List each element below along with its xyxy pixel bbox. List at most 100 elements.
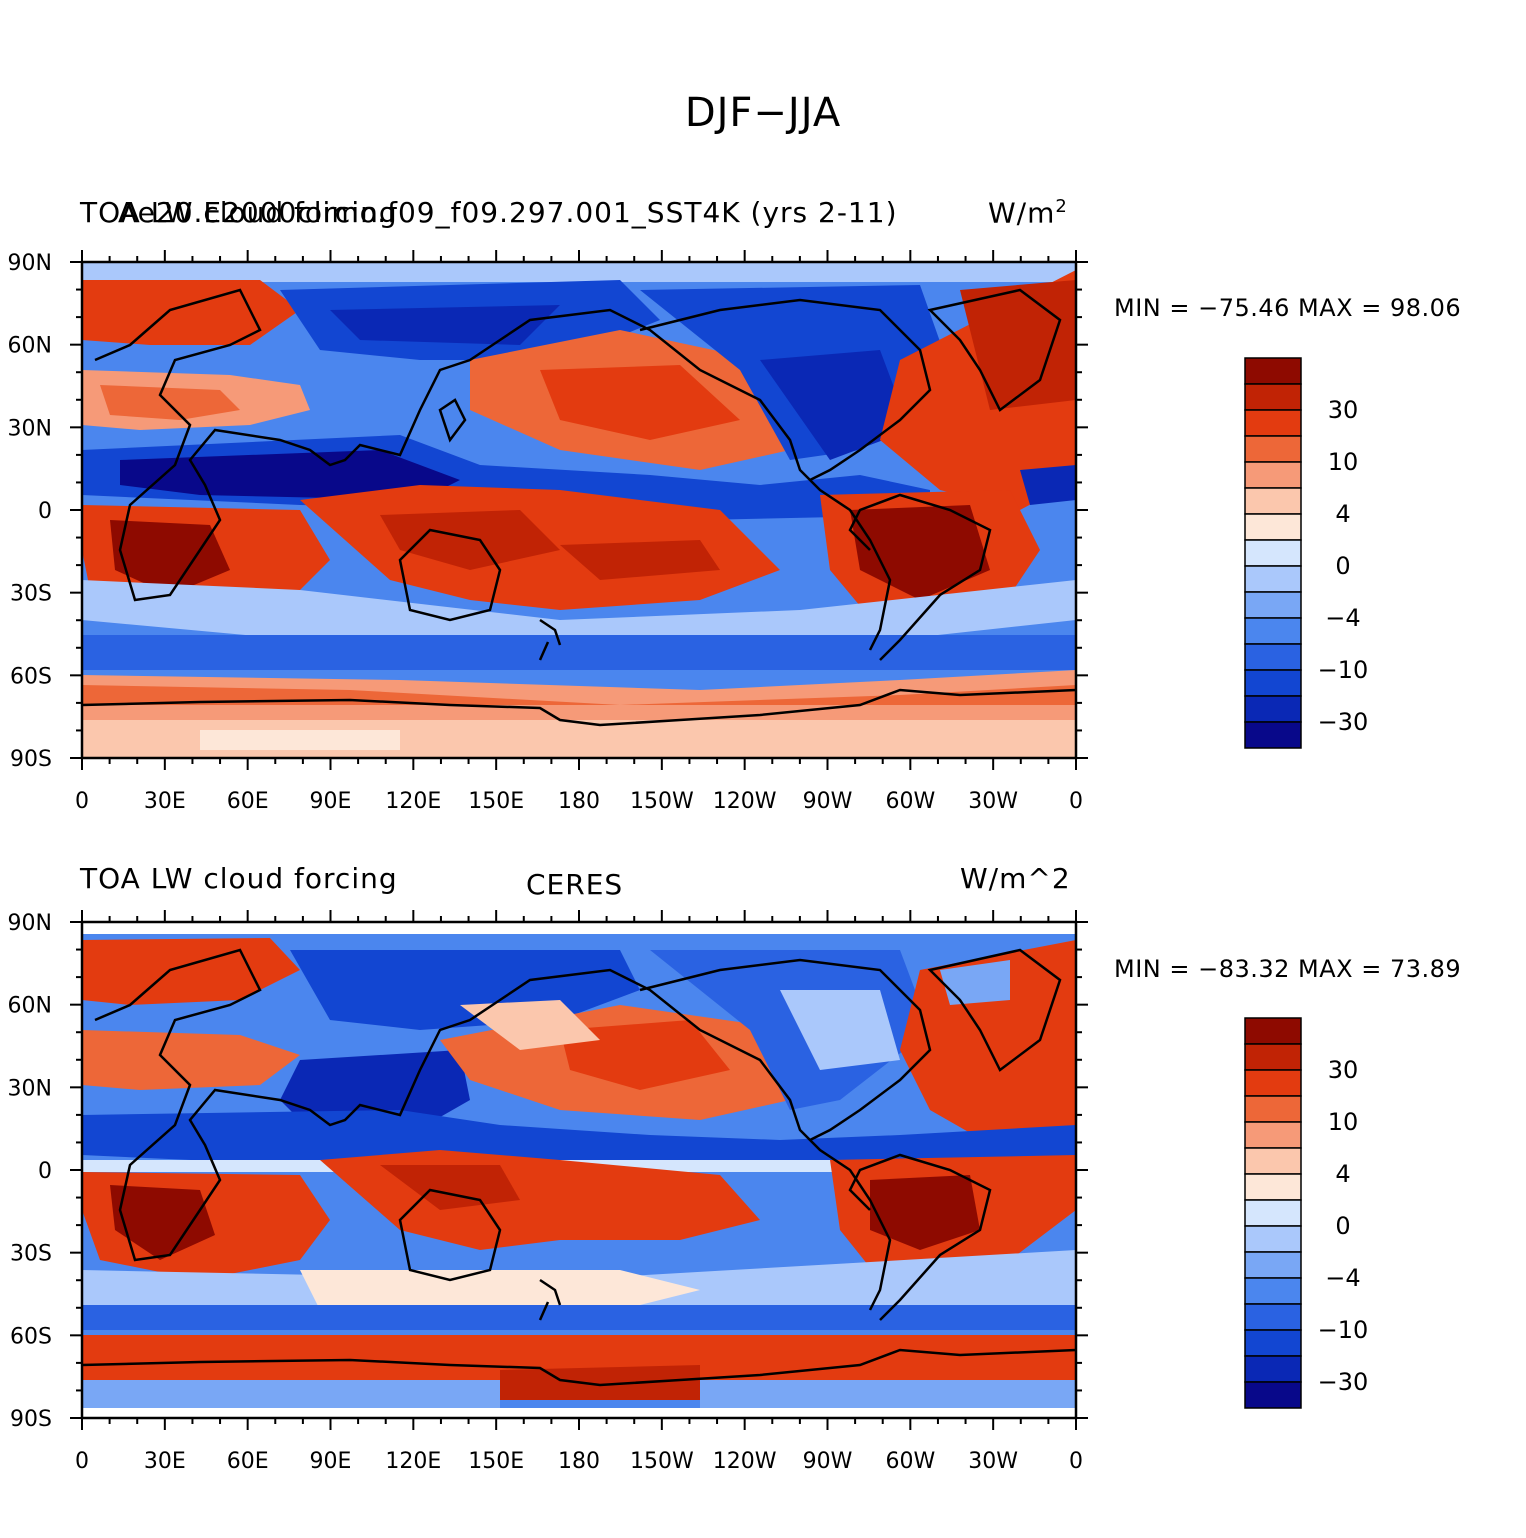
colorbar-box — [1244, 1251, 1302, 1279]
colorbar-1-labels: 30 10 4 0 −4 −10 −30 — [1318, 396, 1369, 736]
colorbar-label: −30 — [1318, 708, 1369, 736]
colorbar-box — [1244, 1121, 1302, 1149]
colorbar-1-boxes — [1244, 357, 1302, 749]
panel1-units-sup: 2 — [1055, 196, 1068, 217]
lon-label: 120E — [385, 1449, 441, 1474]
colorbar-box — [1244, 1277, 1302, 1305]
map1-ticks — [70, 250, 1088, 770]
lon-label: 150W — [630, 789, 694, 814]
lon-label: 0 — [75, 1449, 89, 1474]
lat-label: 90N — [8, 251, 52, 276]
lat-label: 30S — [10, 1242, 52, 1267]
map1-coastlines — [82, 288, 1076, 727]
map2-field — [82, 922, 1076, 1418]
colorbar-box — [1244, 513, 1302, 541]
map2-lon-labels: 0 30E 60E 90E 120E 150E 180 150W 120W 90W 60W 30W 0 — [75, 1449, 1083, 1474]
colorbar-box — [1244, 1069, 1302, 1097]
map2-coastlines — [82, 948, 1076, 1387]
colorbar-label: −4 — [1325, 1264, 1360, 1292]
map1-lon-labels: 0 30E 60E 90E 120E 150E 180 150W 120W 90W 60W 30W 0 — [75, 789, 1083, 814]
colorbar-box — [1244, 695, 1302, 723]
colorbar-box — [1244, 409, 1302, 437]
colorbar-box — [1244, 565, 1302, 593]
lat-label: 0 — [38, 499, 52, 524]
colorbar-label: 4 — [1335, 1160, 1350, 1188]
colorbar-2-boxes — [1244, 1017, 1302, 1409]
panel1-min-max: MIN = −75.46 MAX = 98.06 — [1114, 294, 1462, 322]
colorbar-box — [1244, 1173, 1302, 1201]
panel2-min-max: MIN = −83.32 MAX = 73.89 — [1114, 955, 1462, 983]
colorbar-box — [1244, 1095, 1302, 1123]
lon-label: 60W — [885, 1449, 935, 1474]
lat-label: 90S — [10, 747, 52, 772]
lon-label: 30E — [144, 1449, 186, 1474]
colorbar-box — [1244, 1147, 1302, 1175]
colorbar-label: −4 — [1325, 604, 1360, 632]
lon-label: 0 — [1069, 789, 1083, 814]
colorbar-box — [1244, 591, 1302, 619]
panel2-center-title: CERES — [526, 868, 624, 901]
lon-label: 30E — [144, 789, 186, 814]
lon-label: 180 — [558, 789, 600, 814]
colorbar-box — [1244, 1329, 1302, 1357]
lat-label: 90S — [10, 1407, 52, 1432]
lat-label: 30N — [8, 1076, 52, 1101]
lon-label: 180 — [558, 1449, 600, 1474]
colorbar-box — [1244, 461, 1302, 489]
colorbar-box — [1244, 721, 1302, 749]
colorbar-box — [1244, 383, 1302, 411]
colorbar-label: 10 — [1328, 448, 1359, 476]
lon-label: 150E — [468, 1449, 524, 1474]
colorbar-box — [1244, 539, 1302, 567]
panel2-units: W/m^2 — [960, 862, 1071, 895]
colorbar-label: −10 — [1318, 656, 1369, 684]
colorbar-label: −30 — [1318, 1368, 1369, 1396]
colorbar-box — [1244, 617, 1302, 645]
lon-label: 0 — [1069, 1449, 1083, 1474]
panel1-left-title: TOA LW cloud forcing — [80, 196, 398, 229]
lon-label: 90E — [310, 1449, 352, 1474]
colorbar-box — [1244, 1225, 1302, 1253]
colorbar-box — [1244, 643, 1302, 671]
lon-label: 120E — [385, 789, 441, 814]
colorbar-label: −10 — [1318, 1316, 1369, 1344]
map-panel-1: 90N 60N 30N 0 30S 60S 90S 0 30E 60E 90E 120E 150E 18… — [8, 250, 1088, 814]
colorbar-box — [1244, 1303, 1302, 1331]
lon-label: 60E — [227, 1449, 269, 1474]
colorbar-box — [1244, 435, 1302, 463]
colorbar-label: 0 — [1335, 552, 1350, 580]
panel1-case-title: Ae20.E2000climo.f09_f09.297.001_SST4K (y… — [118, 196, 898, 229]
colorbar-label: 4 — [1335, 500, 1350, 528]
panel1-units-text: W/m — [988, 196, 1056, 230]
lon-label: 150W — [630, 1449, 694, 1474]
lon-label: 60E — [227, 789, 269, 814]
panel1-units: W/m2 — [988, 196, 1068, 229]
lon-label: 0 — [75, 789, 89, 814]
lon-label: 90W — [803, 789, 853, 814]
panel2-left-title: TOA LW cloud forcing — [80, 862, 398, 895]
colorbar-box — [1244, 1355, 1302, 1383]
map1-field — [82, 262, 1076, 758]
colorbar-box — [1244, 1199, 1302, 1227]
lat-label: 0 — [38, 1159, 52, 1184]
colorbar-label: 0 — [1335, 1212, 1350, 1240]
lon-label: 90E — [310, 789, 352, 814]
lat-label: 60S — [10, 1324, 52, 1349]
colorbar-label: 30 — [1328, 1056, 1359, 1084]
lat-label: 60S — [10, 664, 52, 689]
map1-lat-labels: 90N 60N 30N 0 30S 60S 90S — [8, 251, 52, 772]
lat-label: 90N — [8, 911, 52, 936]
map2-ticks — [70, 910, 1088, 1430]
colorbar-box — [1244, 487, 1302, 515]
lat-label: 30N — [8, 416, 52, 441]
lon-label: 60W — [885, 789, 935, 814]
map2-lat-labels: 90N 60N 30N 0 30S 60S 90S — [8, 911, 52, 1432]
figure-title: DJF−JJA — [684, 90, 842, 136]
colorbar-2-labels: 30 10 4 0 −4 −10 −30 — [1318, 1056, 1369, 1396]
colorbar-box — [1244, 669, 1302, 697]
lat-label: 60N — [8, 994, 52, 1019]
lat-label: 30S — [10, 582, 52, 607]
colorbar-label: 30 — [1328, 396, 1359, 424]
lon-label: 120W — [713, 1449, 777, 1474]
lon-label: 150E — [468, 789, 524, 814]
